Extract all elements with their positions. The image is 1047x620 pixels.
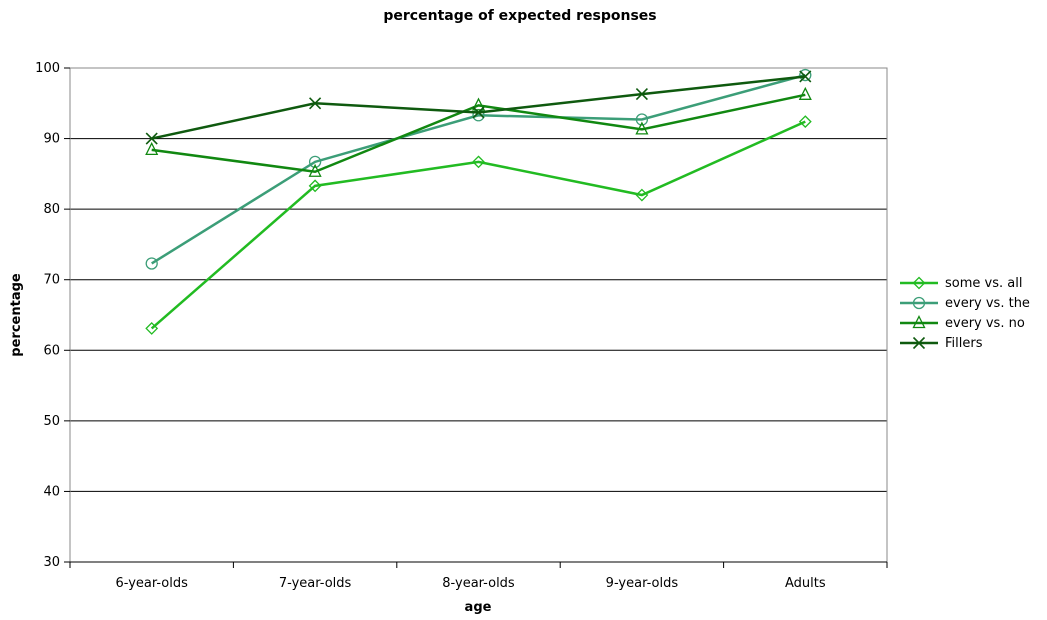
x-tick-label: 6-year-olds [115,576,188,591]
y-tick-label: 90 [43,132,60,147]
legend-item: every vs. the [900,296,1030,311]
legend-item: some vs. all [900,276,1022,291]
y-tick-label: 100 [35,61,60,76]
series-line [150,120,806,330]
data-point [472,106,485,119]
x-axis: 6-year-olds 7-year-olds 8-year-olds 9-year-… [69,561,888,591]
legend-label: every vs. no [945,316,1025,331]
y-tick-label: 40 [43,484,60,499]
data-point [635,188,649,202]
series-line [151,73,806,265]
data-point [799,68,812,82]
legend-marker [912,296,926,310]
series-line [151,75,806,140]
data-point [308,155,322,169]
y-tick-label: 50 [43,414,60,429]
legend-marker [912,315,926,329]
data-point [308,163,322,177]
data-point [471,97,486,111]
y-tick-label: 60 [43,343,60,358]
y-tick-label: 30 [43,555,60,570]
legend-label: some vs. all [945,276,1022,291]
legend-marker [912,276,926,290]
x-tick-label: 8-year-olds [442,576,515,591]
data-point [635,88,648,101]
y-tick-label: 80 [43,202,60,217]
legend-item: Fillers [900,336,983,351]
data-point [472,155,485,169]
legend-marker [912,336,926,350]
data-point [145,321,159,335]
legend: some vs. all every vs. the every vs. no Fil… [900,276,1030,351]
legend-item: every vs. no [900,315,1025,331]
chart-title: percentage of expected responses [383,8,656,24]
x-axis-title: age [465,600,492,615]
series-line [151,93,806,174]
legend-label: Fillers [945,336,983,351]
data-point [308,179,322,193]
x-tick-label: Adults [785,576,826,591]
series-2 [145,86,812,177]
legend-label: every vs. the [945,296,1030,311]
x-tick-label: 9-year-olds [606,576,679,591]
data-point [145,132,158,145]
series-group [145,68,812,335]
data-point [799,70,812,83]
data-point [145,141,159,156]
x-tick-label: 7-year-olds [279,576,352,591]
data-point [309,97,322,110]
series-1 [145,68,812,270]
y-axis-title: percentage [9,273,24,357]
series-3 [145,70,812,145]
data-point [798,115,812,129]
plot-area [69,67,888,563]
gridlines [70,67,887,492]
series-0 [145,115,812,335]
data-point [635,113,649,126]
y-axis: 30 40 50 60 70 80 90 100 [35,61,70,570]
data-point [635,121,649,135]
data-point [798,86,812,100]
y-tick-label: 70 [43,273,60,288]
data-point [145,257,158,270]
